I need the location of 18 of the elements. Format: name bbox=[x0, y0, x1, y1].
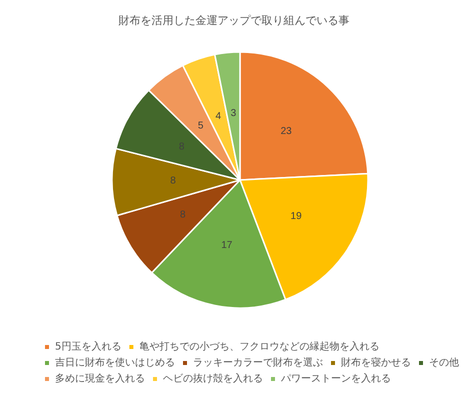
chart-title: 財布を活用した金運アップで取り組んでいる事 bbox=[118, 14, 350, 27]
data-label: 3 bbox=[230, 108, 237, 119]
legend-label: 財布を寝かせる bbox=[341, 356, 411, 368]
legend-label: 5円玉を入れる bbox=[55, 340, 122, 352]
legend-label: 吉日に財布を使いはじめる bbox=[55, 356, 175, 368]
data-label: 8 bbox=[170, 176, 176, 187]
data-label: 4 bbox=[215, 111, 222, 122]
legend-label: 多めに現金を入れる bbox=[55, 372, 145, 384]
data-label: 19 bbox=[290, 211, 302, 222]
legend-label: ラッキーカラーで財布を選ぶ bbox=[193, 356, 323, 368]
legend-label: ヘビの抜け殻を入れる bbox=[163, 372, 263, 384]
data-label: 23 bbox=[280, 126, 292, 137]
data-label: 8 bbox=[180, 209, 186, 220]
data-label: 5 bbox=[198, 120, 204, 132]
legend-label: その他 bbox=[429, 356, 459, 368]
data-label: 17 bbox=[221, 240, 233, 252]
legend-label: パワーストーンを入れる bbox=[280, 372, 391, 384]
legend-label: 亀や打ちでの小づち、フクロウなどの縁起物を入れる bbox=[139, 340, 380, 352]
